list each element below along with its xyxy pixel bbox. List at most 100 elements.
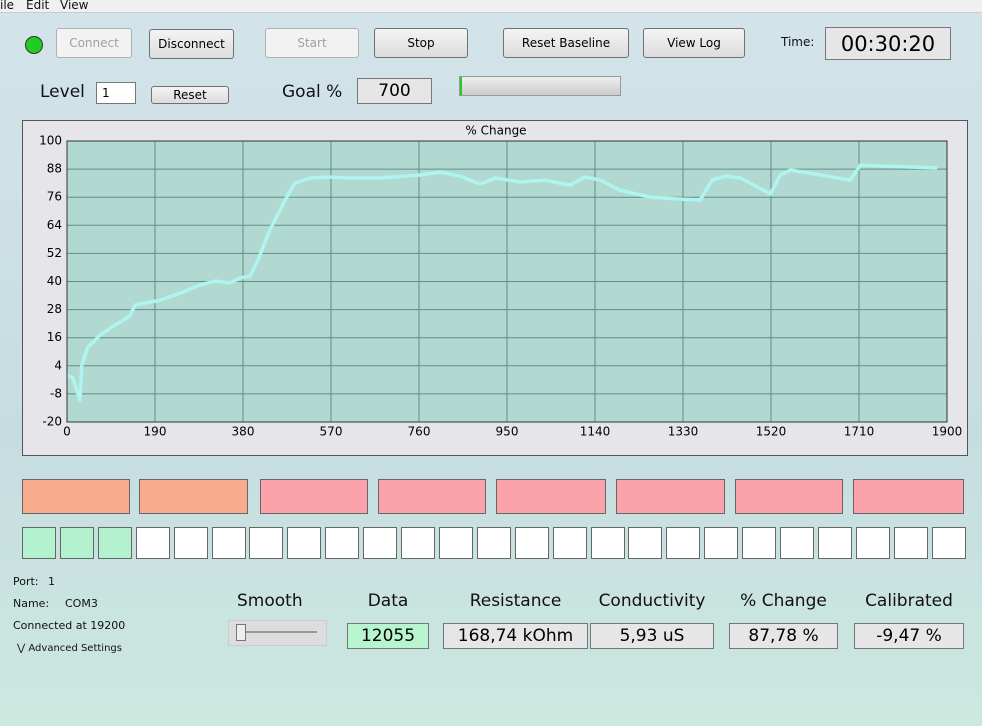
step-indicator [817,527,852,559]
step-indicator [666,527,701,559]
smooth-label: Smooth [237,591,303,611]
readout-value: 168,74 kOhm [443,623,588,649]
readout-label: % Change [740,591,827,611]
x-tick-label: 1710 [844,425,875,439]
x-tick-label: 950 [496,425,519,439]
level-reset-button[interactable]: Reset [151,86,229,104]
x-tick-label: 1140 [580,425,611,439]
menu-item[interactable]: ile [0,0,15,12]
step-indicator [855,527,890,559]
y-tick-label: 28 [47,302,62,316]
advanced-settings-toggle[interactable]: ⋁ Advanced Settings [17,643,122,654]
level-indicator [260,479,368,514]
smooth-slider[interactable] [228,620,327,646]
readout-value: 12055 [347,623,429,649]
start-button[interactable]: Start [265,28,359,58]
step-indicator [22,527,56,559]
step-indicator [514,527,549,559]
y-tick-label: 88 [47,162,62,176]
disconnect-button[interactable]: Disconnect [149,29,234,59]
status-led [25,36,43,54]
step-indicator [780,527,814,559]
reset-baseline-button[interactable]: Reset Baseline [503,28,629,58]
step-indicator [211,527,246,559]
x-tick-label: 1330 [668,425,699,439]
y-tick-label: 40 [47,274,62,288]
level-indicator [853,479,964,514]
readout-label: Conductivity [598,591,706,611]
step-indicator [97,527,132,559]
y-tick-label: 64 [47,218,62,232]
level-indicator [139,479,248,514]
stop-button[interactable]: Stop [374,28,468,58]
name-label: Name: [13,597,50,610]
x-tick-label: 570 [320,425,343,439]
step-indicator [173,527,208,559]
step-indicator [325,527,360,559]
level-indicator [22,479,130,514]
x-tick-label: 1520 [756,425,787,439]
step-indicator [476,527,511,559]
step-indicator [704,527,739,559]
y-tick-label: 100 [39,134,62,148]
name-value: COM3 [65,597,98,610]
level-indicator [378,479,486,514]
menu-item[interactable]: View [60,0,89,12]
step-indicator [590,527,625,559]
level-indicator [616,479,725,514]
y-tick-label: 4 [54,358,62,372]
menu-bar: ile Edit View [0,0,982,13]
x-tick-label: 1900 [932,425,963,439]
readout-value: -9,47 % [854,623,964,649]
menu-item[interactable]: Edit [26,0,50,12]
y-tick-label: 52 [47,246,62,260]
step-indicator [893,527,928,559]
step-indicator [931,527,966,559]
y-tick-label: -8 [50,386,62,400]
step-indicator [742,527,777,559]
y-tick-label: -20 [42,415,62,429]
x-tick-label: 380 [232,425,255,439]
level-input[interactable]: 1 [96,82,136,104]
step-indicator [59,527,94,559]
y-tick-label: 16 [47,330,62,344]
readout-value: 5,93 uS [590,623,714,649]
plot-border [66,140,948,423]
x-tick-label: 190 [144,425,167,439]
step-indicator [249,527,284,559]
step-indicator [401,527,435,559]
chart-title: % Change [465,124,526,138]
time-display: 00:30:20 [825,27,951,60]
connection-status: Connected at 19200 [13,619,126,632]
level-label: Level [40,82,85,102]
port-label: Port: [13,575,39,588]
readout-value: 87,78 % [729,623,838,649]
step-indicator [628,527,663,559]
x-tick-label: 0 [63,425,71,439]
step-indicator [438,527,473,559]
level-indicator [496,479,606,514]
goal-label: Goal % [282,82,343,102]
step-indicator [552,527,587,559]
chevron: ⋁ [17,643,29,654]
view-log-button[interactable]: View Log [643,28,745,58]
data-line [66,163,938,402]
level-indicator [735,479,843,514]
time-label: Time: [781,35,815,49]
slider-thumb[interactable] [236,624,246,641]
goal-input[interactable]: 700 [357,78,432,104]
connect-button[interactable]: Connect [56,28,132,58]
step-indicator [135,527,170,559]
port-value: 1 [48,575,55,588]
readout-label: Resistance [469,591,562,611]
x-tick-label: 760 [408,425,431,439]
step-indicator [287,527,322,559]
step-indicator [363,527,398,559]
readout-label: Calibrated [865,591,953,611]
chart: % Change -20 -8 4 16 28 40 52 64 76 88 100 0 190 380 5… [22,120,968,456]
slider-track [237,631,317,633]
progress-bar [459,76,621,96]
progress-fill [460,77,462,95]
readout-label: Data [367,591,409,611]
